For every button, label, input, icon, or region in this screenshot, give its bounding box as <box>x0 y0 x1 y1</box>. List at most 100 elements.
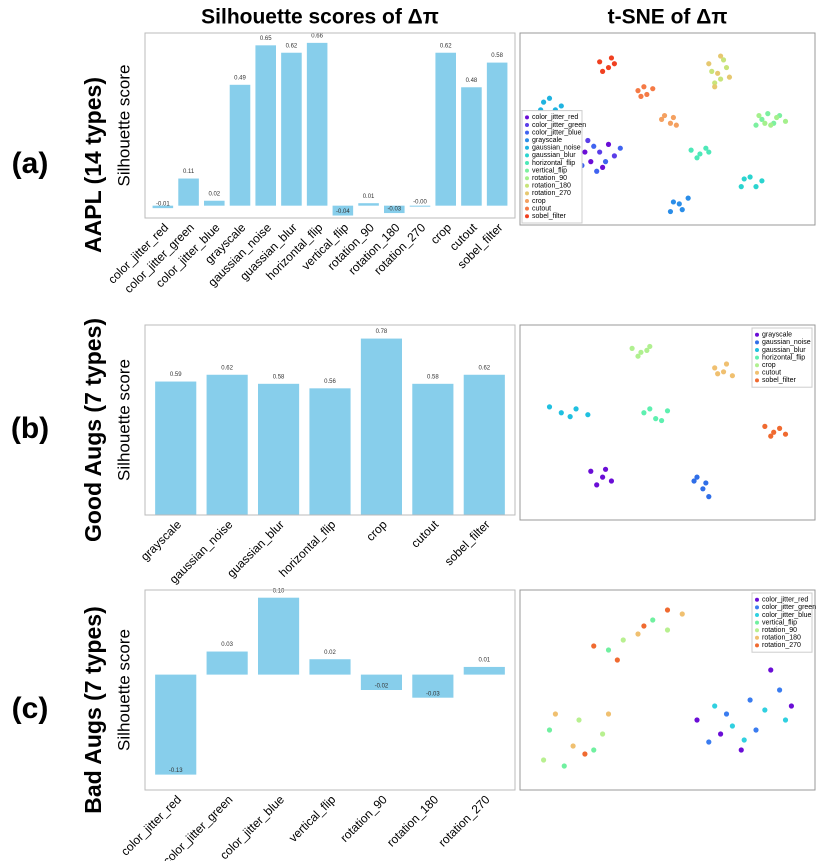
value-label: 0.01 <box>478 658 490 664</box>
bar <box>155 674 197 775</box>
point <box>644 347 650 353</box>
point <box>644 91 650 98</box>
legend-swatch <box>525 199 529 203</box>
value-label: 0.58 <box>491 53 503 59</box>
point <box>641 84 647 90</box>
legend-entry: horizontal_flip <box>762 354 805 361</box>
value-label: 0.48 <box>466 78 478 84</box>
legend-swatch <box>525 191 529 196</box>
value-label: -0.01 <box>156 202 170 208</box>
point <box>694 717 700 723</box>
legend-entry: grayscale <box>532 137 562 144</box>
x-tick-label: sobel_filter <box>442 517 493 568</box>
point <box>694 474 700 480</box>
legend-swatch <box>525 183 529 188</box>
y-axis-label: Silhouette score <box>114 629 133 751</box>
legend-frame <box>521 110 583 224</box>
panel-label: (c) <box>12 692 49 725</box>
point <box>605 141 612 147</box>
legend-swatch <box>525 176 529 181</box>
point <box>694 155 700 161</box>
point <box>591 643 597 649</box>
point <box>664 408 671 414</box>
legend-swatch <box>755 643 759 648</box>
value-label: 0.62 <box>286 43 298 49</box>
point <box>747 697 753 703</box>
point <box>715 70 721 76</box>
point <box>777 687 783 693</box>
point <box>706 149 712 155</box>
legend-entry: horizontal_flip <box>532 160 575 167</box>
bar <box>358 203 379 206</box>
point <box>582 751 588 757</box>
column-title: Silhouette scores of Δπ <box>201 6 439 29</box>
legend-entry: gaussian_blur <box>532 152 576 159</box>
legend-swatch <box>755 605 759 610</box>
point <box>718 76 724 82</box>
value-label: 0.62 <box>221 365 233 371</box>
value-label: 0.02 <box>324 650 336 656</box>
bar <box>360 674 402 690</box>
point <box>576 717 582 723</box>
point <box>541 757 547 763</box>
point <box>605 647 612 653</box>
point <box>638 349 644 355</box>
point <box>771 429 777 435</box>
point <box>614 657 620 663</box>
legend-entry: gaussian_noise <box>532 145 581 152</box>
legend-swatch <box>525 145 529 150</box>
point <box>611 153 618 159</box>
legend-swatch <box>755 620 759 625</box>
point <box>768 667 774 673</box>
point <box>688 147 694 153</box>
point <box>647 406 653 412</box>
point <box>706 494 712 500</box>
value-label: -0.00 <box>413 199 427 205</box>
bar <box>463 666 505 675</box>
point <box>768 433 774 439</box>
point <box>703 480 709 486</box>
bar <box>360 338 402 515</box>
point <box>777 425 783 431</box>
bar <box>412 383 454 515</box>
value-label: 0.11 <box>183 169 195 175</box>
point <box>703 145 709 151</box>
bar <box>152 205 174 209</box>
point <box>608 478 615 484</box>
point <box>759 116 765 122</box>
point <box>679 611 685 617</box>
value-label: -0.03 <box>426 691 440 697</box>
point <box>788 703 795 709</box>
point <box>594 168 600 174</box>
bar <box>204 200 225 206</box>
point <box>597 59 603 65</box>
value-label: -0.02 <box>375 684 389 690</box>
point <box>712 703 718 709</box>
legend-swatch <box>755 370 759 375</box>
value-label: 0.65 <box>260 36 272 42</box>
legend-swatch <box>755 635 759 640</box>
value-label: 0.62 <box>478 365 490 371</box>
point <box>591 143 597 149</box>
bar <box>486 62 508 206</box>
legend-entry: color_jitter_red <box>532 114 578 121</box>
point <box>582 149 588 155</box>
bar <box>206 651 248 675</box>
legend-swatch <box>525 161 529 165</box>
point <box>597 149 603 155</box>
legend-swatch <box>525 123 529 127</box>
axes-frame <box>144 589 516 791</box>
legend-swatch <box>755 340 759 345</box>
point <box>753 727 759 733</box>
point <box>712 365 718 371</box>
point <box>782 431 789 437</box>
legend-entry: rotation_90 <box>532 175 567 182</box>
point <box>664 627 671 633</box>
point <box>641 623 647 629</box>
legend-frame <box>751 327 813 388</box>
legend-swatch <box>525 115 529 120</box>
legend-swatch <box>755 348 759 352</box>
point <box>635 631 641 637</box>
point <box>697 151 703 157</box>
y-axis-label: Silhouette score <box>114 359 133 481</box>
